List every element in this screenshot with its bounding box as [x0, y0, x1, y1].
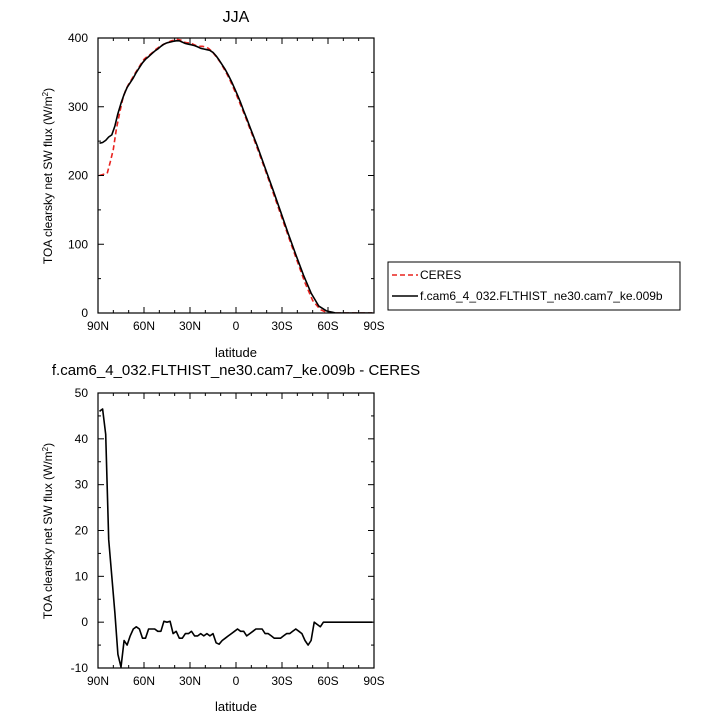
- bottom-panel-title: f.cam6_4_032.FLTHIST_ne30.cam7_ke.009b -…: [52, 362, 420, 379]
- bottom-y-tick-label: 40: [75, 432, 89, 446]
- top-y-tick-label: 0: [81, 306, 88, 320]
- top-x-tick-label: 90N: [87, 319, 109, 333]
- bottom-x-tick-label: 30S: [271, 674, 292, 688]
- bottom-x-tick-label: 60S: [317, 674, 338, 688]
- top-panel-title: JJA: [223, 9, 250, 26]
- top-panel: JJA 90N 60N 30N 0 30S 60S 90S 0 100 200 300 400 lat…: [41, 9, 385, 360]
- bottom-x-tick-label: 90N: [87, 674, 109, 688]
- top-x-tick-label: 60S: [317, 319, 338, 333]
- legend-box: [387, 261, 681, 311]
- legend-model-label: f.cam6_4_032.FLTHIST_ne30.cam7_ke.009b: [420, 289, 663, 303]
- bottom-y-tick-label: 10: [75, 569, 89, 583]
- top-y-tick-label: 100: [68, 237, 88, 251]
- top-plot-area: 90N 60N 30N 0 30S 60S 90S 0 100 200 300 400: [68, 31, 385, 333]
- top-x-tick-label: 30N: [179, 319, 201, 333]
- bottom-y-tick-label: -10: [71, 661, 89, 675]
- legend-ceres-label: CERES: [420, 268, 461, 282]
- bottom-x-tick-label: 90S: [363, 674, 384, 688]
- top-series-0-line: [99, 38, 373, 313]
- top-y-tick-label: 200: [68, 169, 88, 183]
- top-y-axis-label: TOA clearsky net SW flux (W/m2): [41, 88, 55, 264]
- top-y-tick-label: 400: [68, 31, 88, 45]
- bottom-series-0-line: [99, 408, 373, 668]
- bottom-plot-frame: [97, 392, 375, 669]
- top-x-tick-label: 60N: [133, 319, 155, 333]
- bottom-y-tick-label: 20: [75, 524, 89, 538]
- top-x-tick-label: 30S: [271, 319, 292, 333]
- top-series-1-line: [99, 39, 373, 313]
- bottom-y-tick-label: 0: [81, 615, 88, 629]
- bottom-x-tick-label: 30N: [179, 674, 201, 688]
- bottom-y-tick-label: 30: [75, 478, 89, 492]
- top-y-tick-label: 300: [68, 100, 88, 114]
- bottom-plot-area: 90N 60N 30N 0 30S 60S 90S -10 0 10 20 30 40 50: [71, 386, 385, 688]
- bottom-x-axis-label: latitude: [215, 699, 257, 714]
- top-x-tick-label: 90S: [363, 319, 384, 333]
- legend: CERES f.cam6_4_032.FLTHIST_ne30.cam7_ke.…: [387, 261, 681, 311]
- bottom-panel: f.cam6_4_032.FLTHIST_ne30.cam7_ke.009b -…: [41, 362, 420, 714]
- bottom-x-tick-label: 60N: [133, 674, 155, 688]
- top-x-tick-label: 0: [233, 319, 240, 333]
- top-x-axis-label: latitude: [215, 345, 257, 360]
- top-plot-frame: [97, 37, 375, 314]
- bottom-y-tick-label: 50: [75, 386, 89, 400]
- bottom-y-axis-label: TOA clearsky net SW flux (W/m2): [41, 443, 55, 619]
- bottom-x-tick-label: 0: [233, 674, 240, 688]
